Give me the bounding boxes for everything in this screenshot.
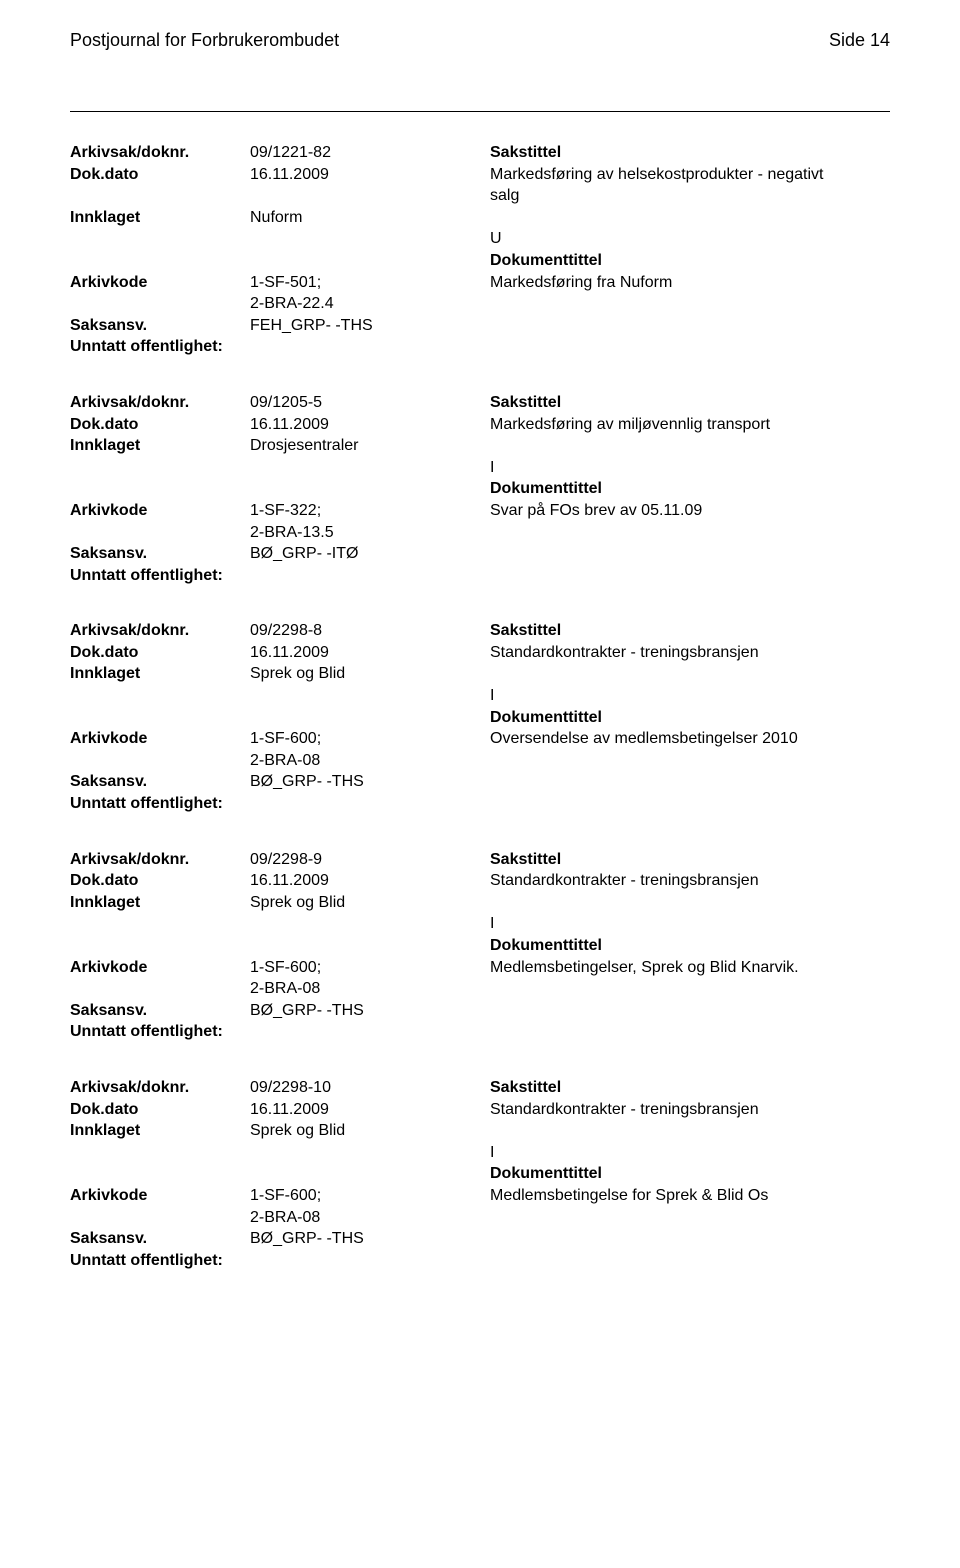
innklaget-value: Sprek og Blid [250,892,490,914]
io-direction: I [490,1142,890,1164]
header-right: Side 14 [829,30,890,51]
arkivkode-line: 2-BRA-13.5 [250,522,490,544]
label-arkivkode: Arkivkode [70,957,250,979]
label-dokumenttittel: Dokumenttittel [490,1163,890,1185]
label-dokumenttittel: Dokumenttittel [490,478,890,500]
sakstittel-line: Markedsføring av helsekostprodukter - ne… [490,164,890,186]
label-unntatt: Unntatt offentlighet: [70,793,223,815]
label-dokumenttittel: Dokumenttittel [490,707,890,729]
dokdato-value: 16.11.2009 [250,414,490,436]
label-arkivsak: Arkivsak/doknr. [70,1077,250,1099]
innklaget-value: Drosjesentraler [250,435,490,457]
label-innklaget: Innklaget [70,663,250,685]
label-innklaget: Innklaget [70,435,250,457]
label-saksansv: Saksansv. [70,1000,250,1022]
dokumenttittel-value: Oversendelse av medlemsbetingelser 2010 [490,728,890,750]
saksansv-value: BØ_GRP- -ITØ [250,543,490,565]
label-saksansv: Saksansv. [70,771,250,793]
arkivkode-line: 2-BRA-08 [250,1207,490,1229]
arkivsak-value: 09/2298-9 [250,849,490,871]
dokdato-value: 16.11.2009 [250,642,490,664]
page-header: Postjournal for Forbrukerombudet Side 14 [70,30,890,51]
arkivsak-value: 09/1205-5 [250,392,490,414]
io-direction: I [490,685,890,707]
saksansv-value: FEH_GRP- -THS [250,315,490,337]
arkivkode-line: 1-SF-600; [250,728,490,750]
saksansv-value: BØ_GRP- -THS [250,771,490,793]
record-block: Arkivsak/doknr.09/2298-9Sakstittel Dok.da… [70,849,890,1043]
arkivsak-value: 09/2298-10 [250,1077,490,1099]
io-direction: I [490,457,890,479]
io-direction: I [490,913,890,935]
dokumenttittel-value: Medlemsbetingelser, Sprek og Blid Knarvi… [490,957,890,979]
label-innklaget: Innklaget [70,1120,250,1142]
label-saksansv: Saksansv. [70,315,250,337]
page: Postjournal for Forbrukerombudet Side 14… [0,0,960,1568]
innklaget-value: Sprek og Blid [250,1120,490,1142]
record-block: Arkivsak/doknr.09/1205-5Sakstittel Dok.da… [70,392,890,586]
arkivkode-line: 2-BRA-08 [250,978,490,1000]
innklaget-value: Sprek og Blid [250,663,490,685]
label-arkivsak: Arkivsak/doknr. [70,620,250,642]
label-sakstittel: Sakstittel [490,620,890,642]
dokumenttittel-value: Svar på FOs brev av 05.11.09 [490,500,890,522]
dokdato-value: 16.11.2009 [250,164,490,186]
label-dokumenttittel: Dokumenttittel [490,250,890,272]
label-saksansv: Saksansv. [70,543,250,565]
label-dokdato: Dok.dato [70,164,250,186]
label-arkivsak: Arkivsak/doknr. [70,142,250,164]
label-sakstittel: Sakstittel [490,1077,890,1099]
label-dokumenttittel: Dokumenttittel [490,935,890,957]
arkivkode-line: 1-SF-322; [250,500,490,522]
dokumenttittel-value: Medlemsbetingelse for Sprek & Blid Os [490,1185,890,1207]
arkivkode-line: 2-BRA-22.4 [250,293,490,315]
dokdato-value: 16.11.2009 [250,1099,490,1121]
label-arkivkode: Arkivkode [70,500,250,522]
header-left: Postjournal for Forbrukerombudet [70,30,339,51]
label-arkivsak: Arkivsak/doknr. [70,392,250,414]
label-arkivkode: Arkivkode [70,728,250,750]
label-unntatt: Unntatt offentlighet: [70,1250,223,1272]
io-direction: U [490,228,890,250]
label-dokdato: Dok.dato [70,870,250,892]
label-arkivsak: Arkivsak/doknr. [70,849,250,871]
innklaget-value: Nuform [250,207,490,229]
records-container: Arkivsak/doknr.09/1221-82SakstittelDok.d… [70,142,890,1271]
divider [70,111,890,112]
sakstittel-line: Markedsføring av miljøvennlig transport [490,414,890,436]
arkivkode-line: 1-SF-600; [250,957,490,979]
dokumenttittel-value: Markedsføring fra Nuform [490,272,890,294]
arkivsak-value: 09/1221-82 [250,142,490,164]
label-arkivkode: Arkivkode [70,272,250,294]
label-unntatt: Unntatt offentlighet: [70,565,223,587]
label-innklaget: Innklaget [70,207,250,229]
arkivkode-line: 2-BRA-08 [250,750,490,772]
label-dokdato: Dok.dato [70,1099,250,1121]
sakstittel-line: salg [490,185,890,207]
saksansv-value: BØ_GRP- -THS [250,1228,490,1250]
sakstittel-line: Standardkontrakter - treningsbransjen [490,870,890,892]
label-saksansv: Saksansv. [70,1228,250,1250]
label-sakstittel: Sakstittel [490,849,890,871]
arkivkode-line: 1-SF-501; [250,272,490,294]
label-dokdato: Dok.dato [70,642,250,664]
label-unntatt: Unntatt offentlighet: [70,336,223,358]
arkivsak-value: 09/2298-8 [250,620,490,642]
record-block: Arkivsak/doknr.09/1221-82Sakstittel Dok.d… [70,142,890,358]
label-innklaget: Innklaget [70,892,250,914]
label-arkivkode: Arkivkode [70,1185,250,1207]
sakstittel-line: Standardkontrakter - treningsbransjen [490,1099,890,1121]
label-sakstittel: Sakstittel [490,392,890,414]
saksansv-value: BØ_GRP- -THS [250,1000,490,1022]
record-block: Arkivsak/doknr.09/2298-10Sakstittel Dok.d… [70,1077,890,1271]
label-sakstittel: Sakstittel [490,142,890,164]
sakstittel-line: Standardkontrakter - treningsbransjen [490,642,890,664]
label-dokdato: Dok.dato [70,414,250,436]
label-unntatt: Unntatt offentlighet: [70,1021,223,1043]
arkivkode-line: 1-SF-600; [250,1185,490,1207]
record-block: Arkivsak/doknr.09/2298-8Sakstittel Dok.da… [70,620,890,814]
dokdato-value: 16.11.2009 [250,870,490,892]
